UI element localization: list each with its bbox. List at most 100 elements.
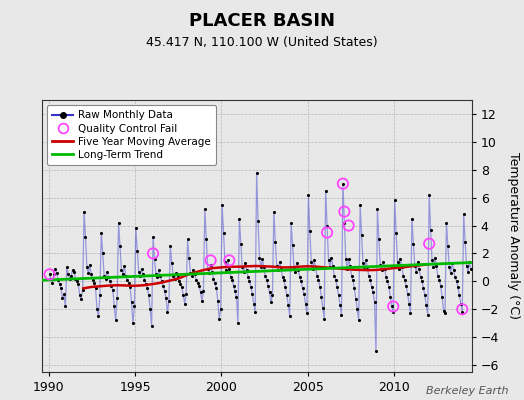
- Point: [321, 188, 330, 194]
- Point: [79, 286, 87, 293]
- Point: [395, 266, 403, 272]
- Point: [104, 274, 113, 280]
- Point: [442, 220, 451, 226]
- Point: [147, 323, 156, 329]
- Point: [421, 292, 429, 298]
- Point: [93, 306, 101, 312]
- Point: [96, 292, 104, 298]
- Point: [347, 272, 356, 279]
- Point: [84, 270, 93, 276]
- Point: [66, 275, 74, 282]
- Point: [383, 278, 391, 284]
- Point: [239, 268, 248, 275]
- Point: [389, 309, 397, 315]
- Point: [370, 299, 379, 306]
- Point: [386, 294, 395, 300]
- Point: [460, 211, 468, 218]
- Point: [366, 277, 375, 283]
- Point: [152, 271, 160, 278]
- Point: [400, 277, 409, 283]
- Point: [300, 291, 308, 297]
- Point: [230, 282, 238, 289]
- Point: [337, 312, 346, 318]
- Point: [263, 277, 271, 283]
- Point: [185, 254, 193, 261]
- Point: [284, 302, 292, 308]
- Point: [417, 274, 425, 280]
- Point: [375, 236, 383, 243]
- Point: [191, 271, 199, 278]
- Point: [107, 282, 116, 289]
- Point: [119, 271, 127, 278]
- Point: [267, 299, 275, 306]
- Point: [334, 292, 343, 298]
- Point: [203, 266, 212, 272]
- Point: [353, 306, 362, 312]
- Point: [137, 266, 146, 272]
- Point: [261, 272, 269, 279]
- Point: [122, 272, 130, 279]
- Point: [340, 220, 348, 226]
- Point: [450, 267, 458, 273]
- Point: [344, 256, 353, 262]
- Point: [216, 306, 225, 312]
- Point: [461, 239, 470, 246]
- Point: [435, 277, 443, 283]
- Point: [382, 274, 390, 280]
- Point: [68, 267, 77, 273]
- Point: [367, 284, 376, 290]
- Point: [255, 254, 264, 261]
- Point: [454, 284, 462, 290]
- Point: [303, 310, 311, 317]
- Point: [193, 280, 202, 286]
- Point: [372, 348, 380, 354]
- Point: [415, 266, 423, 272]
- Point: [85, 261, 94, 268]
- Point: [132, 225, 140, 232]
- Point: [249, 300, 258, 307]
- Point: [206, 257, 215, 264]
- Point: [112, 317, 120, 324]
- Point: [206, 261, 215, 268]
- Point: [277, 266, 285, 272]
- Point: [110, 303, 118, 310]
- Point: [346, 263, 354, 269]
- Point: [58, 295, 67, 301]
- Point: [390, 197, 399, 204]
- Point: [376, 261, 385, 268]
- Point: [323, 229, 331, 236]
- Point: [332, 277, 340, 283]
- Point: [220, 229, 228, 236]
- Point: [333, 284, 341, 290]
- Point: [344, 222, 353, 229]
- Point: [89, 277, 97, 283]
- Point: [50, 271, 58, 278]
- Point: [232, 294, 241, 300]
- Point: [290, 264, 298, 270]
- Point: [446, 270, 455, 276]
- Point: [175, 278, 183, 284]
- Legend: Raw Monthly Data, Quality Control Fail, Five Year Moving Average, Long-Term Tren: Raw Monthly Data, Quality Control Fail, …: [47, 105, 216, 165]
- Point: [406, 310, 414, 317]
- Point: [278, 274, 287, 280]
- Point: [139, 271, 147, 278]
- Point: [61, 303, 70, 310]
- Text: 45.417 N, 110.100 W (United States): 45.417 N, 110.100 W (United States): [146, 36, 378, 49]
- Point: [438, 294, 446, 300]
- Point: [172, 270, 180, 276]
- Point: [339, 180, 347, 187]
- Point: [462, 263, 471, 269]
- Text: PLACER BASIN: PLACER BASIN: [189, 12, 335, 30]
- Point: [343, 266, 352, 272]
- Point: [336, 302, 344, 308]
- Point: [226, 274, 235, 280]
- Point: [274, 267, 282, 273]
- Point: [389, 303, 397, 310]
- Point: [409, 240, 418, 247]
- Point: [102, 275, 110, 282]
- Point: [54, 277, 62, 283]
- Point: [170, 275, 179, 282]
- Y-axis label: Temperature Anomaly (°C): Temperature Anomaly (°C): [507, 152, 520, 320]
- Point: [165, 298, 173, 304]
- Point: [166, 243, 174, 250]
